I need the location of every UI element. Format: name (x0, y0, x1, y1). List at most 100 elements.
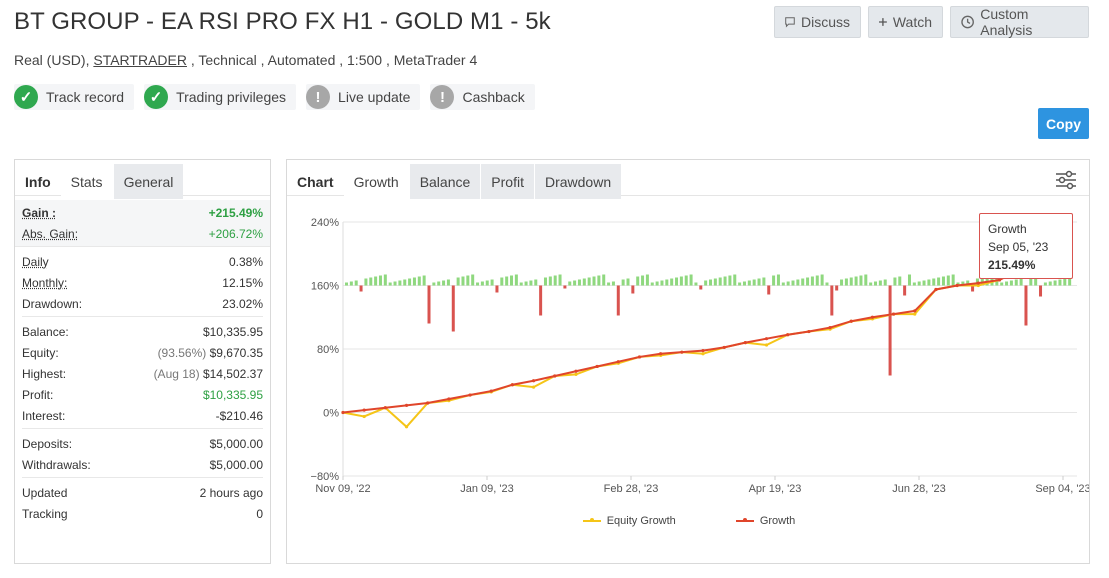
badge-cashback: ! Cashback (430, 84, 535, 110)
profit-bar (655, 281, 659, 286)
profit-bar (767, 285, 771, 295)
profit-bar (388, 282, 392, 286)
profit-bar (1048, 281, 1052, 286)
tab-balance[interactable]: Balance (408, 164, 481, 199)
stat-abs-gain: Abs. Gain: +206.72% (22, 223, 263, 244)
watch-button[interactable]: Watch (868, 6, 943, 38)
profit-bar (713, 278, 717, 286)
page-title: BT GROUP - EA RSI PRO FX H1 - GOLD M1 - … (14, 8, 551, 35)
profit-bar (543, 277, 547, 286)
custom-analysis-label: Custom Analysis (980, 6, 1033, 38)
check-icon: ✓ (144, 85, 169, 109)
exclamation-icon: ! (430, 85, 455, 109)
stat-value: +215.49% (208, 205, 263, 220)
growth-point (637, 355, 642, 359)
profit-bar (417, 276, 421, 286)
growth-point (849, 319, 853, 323)
growth-point (828, 325, 832, 330)
stats-tabs: Info Stats General (15, 160, 270, 199)
profit-bar (490, 279, 494, 286)
growth-point (362, 408, 366, 412)
stat-value: -$210.46 (215, 408, 263, 423)
profit-bar (558, 274, 562, 286)
y-tick-label: 80% (317, 344, 339, 356)
profit-bar (349, 281, 353, 286)
profit-bar (587, 277, 591, 286)
growth-point (489, 389, 493, 393)
y-tick-label: −80% (311, 471, 340, 483)
profit-bar (378, 275, 382, 286)
badge-live-update: ! Live update (306, 84, 421, 110)
growth-line (342, 240, 1064, 414)
profit-bar (359, 285, 363, 292)
profit-bar (946, 275, 950, 286)
profit-bar (937, 277, 941, 286)
profit-bar (762, 277, 766, 286)
tab-growth[interactable]: Growth (343, 164, 409, 199)
profit-bar (1053, 280, 1057, 286)
stat-label[interactable]: Monthly: (22, 275, 68, 290)
tab-stats[interactable]: Stats (60, 164, 113, 199)
chart-tabs: Chart Growth Balance Profit Drawdown (287, 160, 1089, 199)
profit-bar (912, 282, 916, 286)
profit-bar (747, 280, 751, 286)
profit-bar (980, 277, 984, 286)
profit-bar (786, 281, 790, 286)
profit-bar (966, 280, 970, 286)
badge-track-record: ✓ Track record (14, 84, 135, 110)
stat-label: Interest: (22, 408, 66, 423)
tab-info[interactable]: Info (25, 173, 51, 190)
tab-chart[interactable]: Chart (297, 173, 334, 190)
profit-bar (514, 274, 518, 286)
profit-bar (592, 276, 596, 286)
profit-bar (374, 276, 378, 286)
profit-bar (1058, 279, 1062, 286)
stat-label[interactable]: Daily (22, 254, 49, 269)
stat-label[interactable]: Gain : (22, 205, 57, 220)
profit-bar (704, 280, 708, 286)
growth-chart[interactable]: 240% 160% 80% 0% −80%Nov 09, '22 Jan 09, '23 F… (287, 200, 1089, 510)
stat-label: Balance: (22, 324, 69, 339)
profit-bar (403, 279, 407, 286)
badge-label: Cashback (462, 89, 525, 105)
stat-interest: Interest: -$210.46 (22, 405, 263, 426)
stat-balance: Balance: $10,335.95 (22, 321, 263, 342)
stat-value: (Aug 18) $14,502.37 (154, 367, 263, 381)
equity-growth-line (342, 254, 1064, 429)
profit-bar (1043, 282, 1047, 286)
x-tick-label: Sep 04, '23 (1035, 483, 1089, 495)
clock-icon (961, 15, 974, 29)
settings-sliders-icon[interactable] (1055, 170, 1077, 190)
y-tick-label: 0% (323, 408, 339, 420)
profit-bar (728, 275, 732, 286)
tab-drawdown[interactable]: Drawdown (533, 164, 622, 199)
profit-bar (810, 276, 814, 286)
profit-bar (825, 282, 829, 286)
profit-bar (476, 282, 480, 286)
broker-link[interactable]: STARTRADER (93, 52, 187, 68)
stat-label[interactable]: Abs. Gain: (22, 226, 79, 241)
x-tick-label: Feb 28, '23 (604, 483, 659, 495)
profit-bar (1068, 277, 1072, 286)
stat-daily: Daily 0.38% (22, 251, 263, 272)
legend-swatch (735, 518, 754, 522)
tab-profit[interactable]: Profit (480, 164, 534, 199)
custom-analysis-button[interactable]: Custom Analysis (950, 6, 1089, 38)
profit-bar (1000, 282, 1004, 286)
profit-bar (660, 280, 664, 286)
profit-bar (383, 274, 387, 286)
profit-bar (582, 278, 586, 286)
copy-button[interactable]: Copy (1038, 108, 1089, 139)
x-tick-label: Apr 19, '23 (749, 483, 802, 495)
legend-growth[interactable]: Growth (735, 515, 795, 527)
tab-general[interactable]: General (112, 164, 184, 199)
stat-value: (93.56%) $9,670.35 (158, 346, 263, 360)
comment-icon (785, 17, 795, 28)
profit-bar (1034, 275, 1038, 286)
legend-equity-growth[interactable]: Equity Growth (582, 515, 676, 527)
profit-bar (898, 276, 902, 286)
profit-bar (694, 282, 698, 286)
tooltip-title: Growth (988, 222, 1027, 236)
equity-growth-point (362, 414, 366, 419)
discuss-button[interactable]: Discuss (774, 6, 861, 38)
